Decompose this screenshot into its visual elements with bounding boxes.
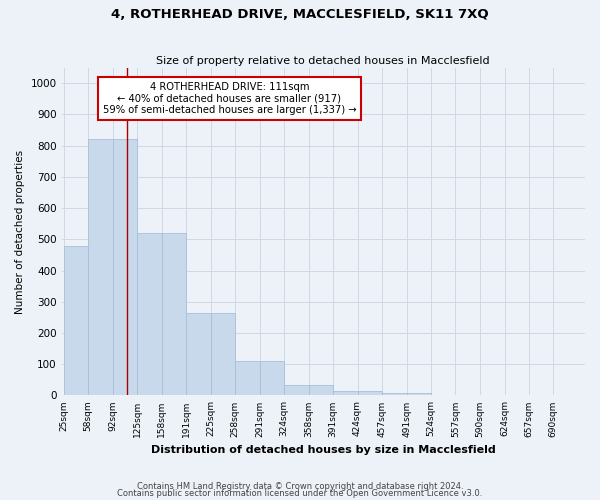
Text: 4 ROTHERHEAD DRIVE: 111sqm
← 40% of detached houses are smaller (917)
59% of sem: 4 ROTHERHEAD DRIVE: 111sqm ← 40% of deta… <box>103 82 356 116</box>
Bar <box>358 390 382 396</box>
Y-axis label: Number of detached properties: Number of detached properties <box>15 150 25 314</box>
Bar <box>211 312 235 396</box>
Bar <box>309 384 333 396</box>
Bar <box>333 390 358 396</box>
Text: Contains public sector information licensed under the Open Government Licence v3: Contains public sector information licen… <box>118 490 482 498</box>
Bar <box>64 246 88 396</box>
Title: Size of property relative to detached houses in Macclesfield: Size of property relative to detached ho… <box>157 56 490 66</box>
Bar <box>88 140 113 396</box>
X-axis label: Distribution of detached houses by size in Macclesfield: Distribution of detached houses by size … <box>151 445 496 455</box>
Bar <box>186 312 211 396</box>
Bar <box>382 393 407 396</box>
Bar <box>161 233 186 396</box>
Bar <box>137 233 161 396</box>
Bar <box>260 361 284 396</box>
Bar <box>407 393 431 396</box>
Text: Contains HM Land Registry data © Crown copyright and database right 2024.: Contains HM Land Registry data © Crown c… <box>137 482 463 491</box>
Bar <box>235 361 260 396</box>
Bar <box>284 384 309 396</box>
Text: 4, ROTHERHEAD DRIVE, MACCLESFIELD, SK11 7XQ: 4, ROTHERHEAD DRIVE, MACCLESFIELD, SK11 … <box>111 8 489 20</box>
Bar <box>113 140 137 396</box>
